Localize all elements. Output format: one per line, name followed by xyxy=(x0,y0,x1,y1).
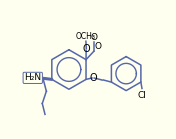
Text: OCH₃: OCH₃ xyxy=(76,32,96,41)
Text: O: O xyxy=(94,42,101,51)
Text: O: O xyxy=(83,44,90,54)
Text: H₂N: H₂N xyxy=(24,73,41,82)
Text: O: O xyxy=(89,73,97,83)
Text: O: O xyxy=(90,33,98,42)
Text: Cl: Cl xyxy=(138,91,147,100)
